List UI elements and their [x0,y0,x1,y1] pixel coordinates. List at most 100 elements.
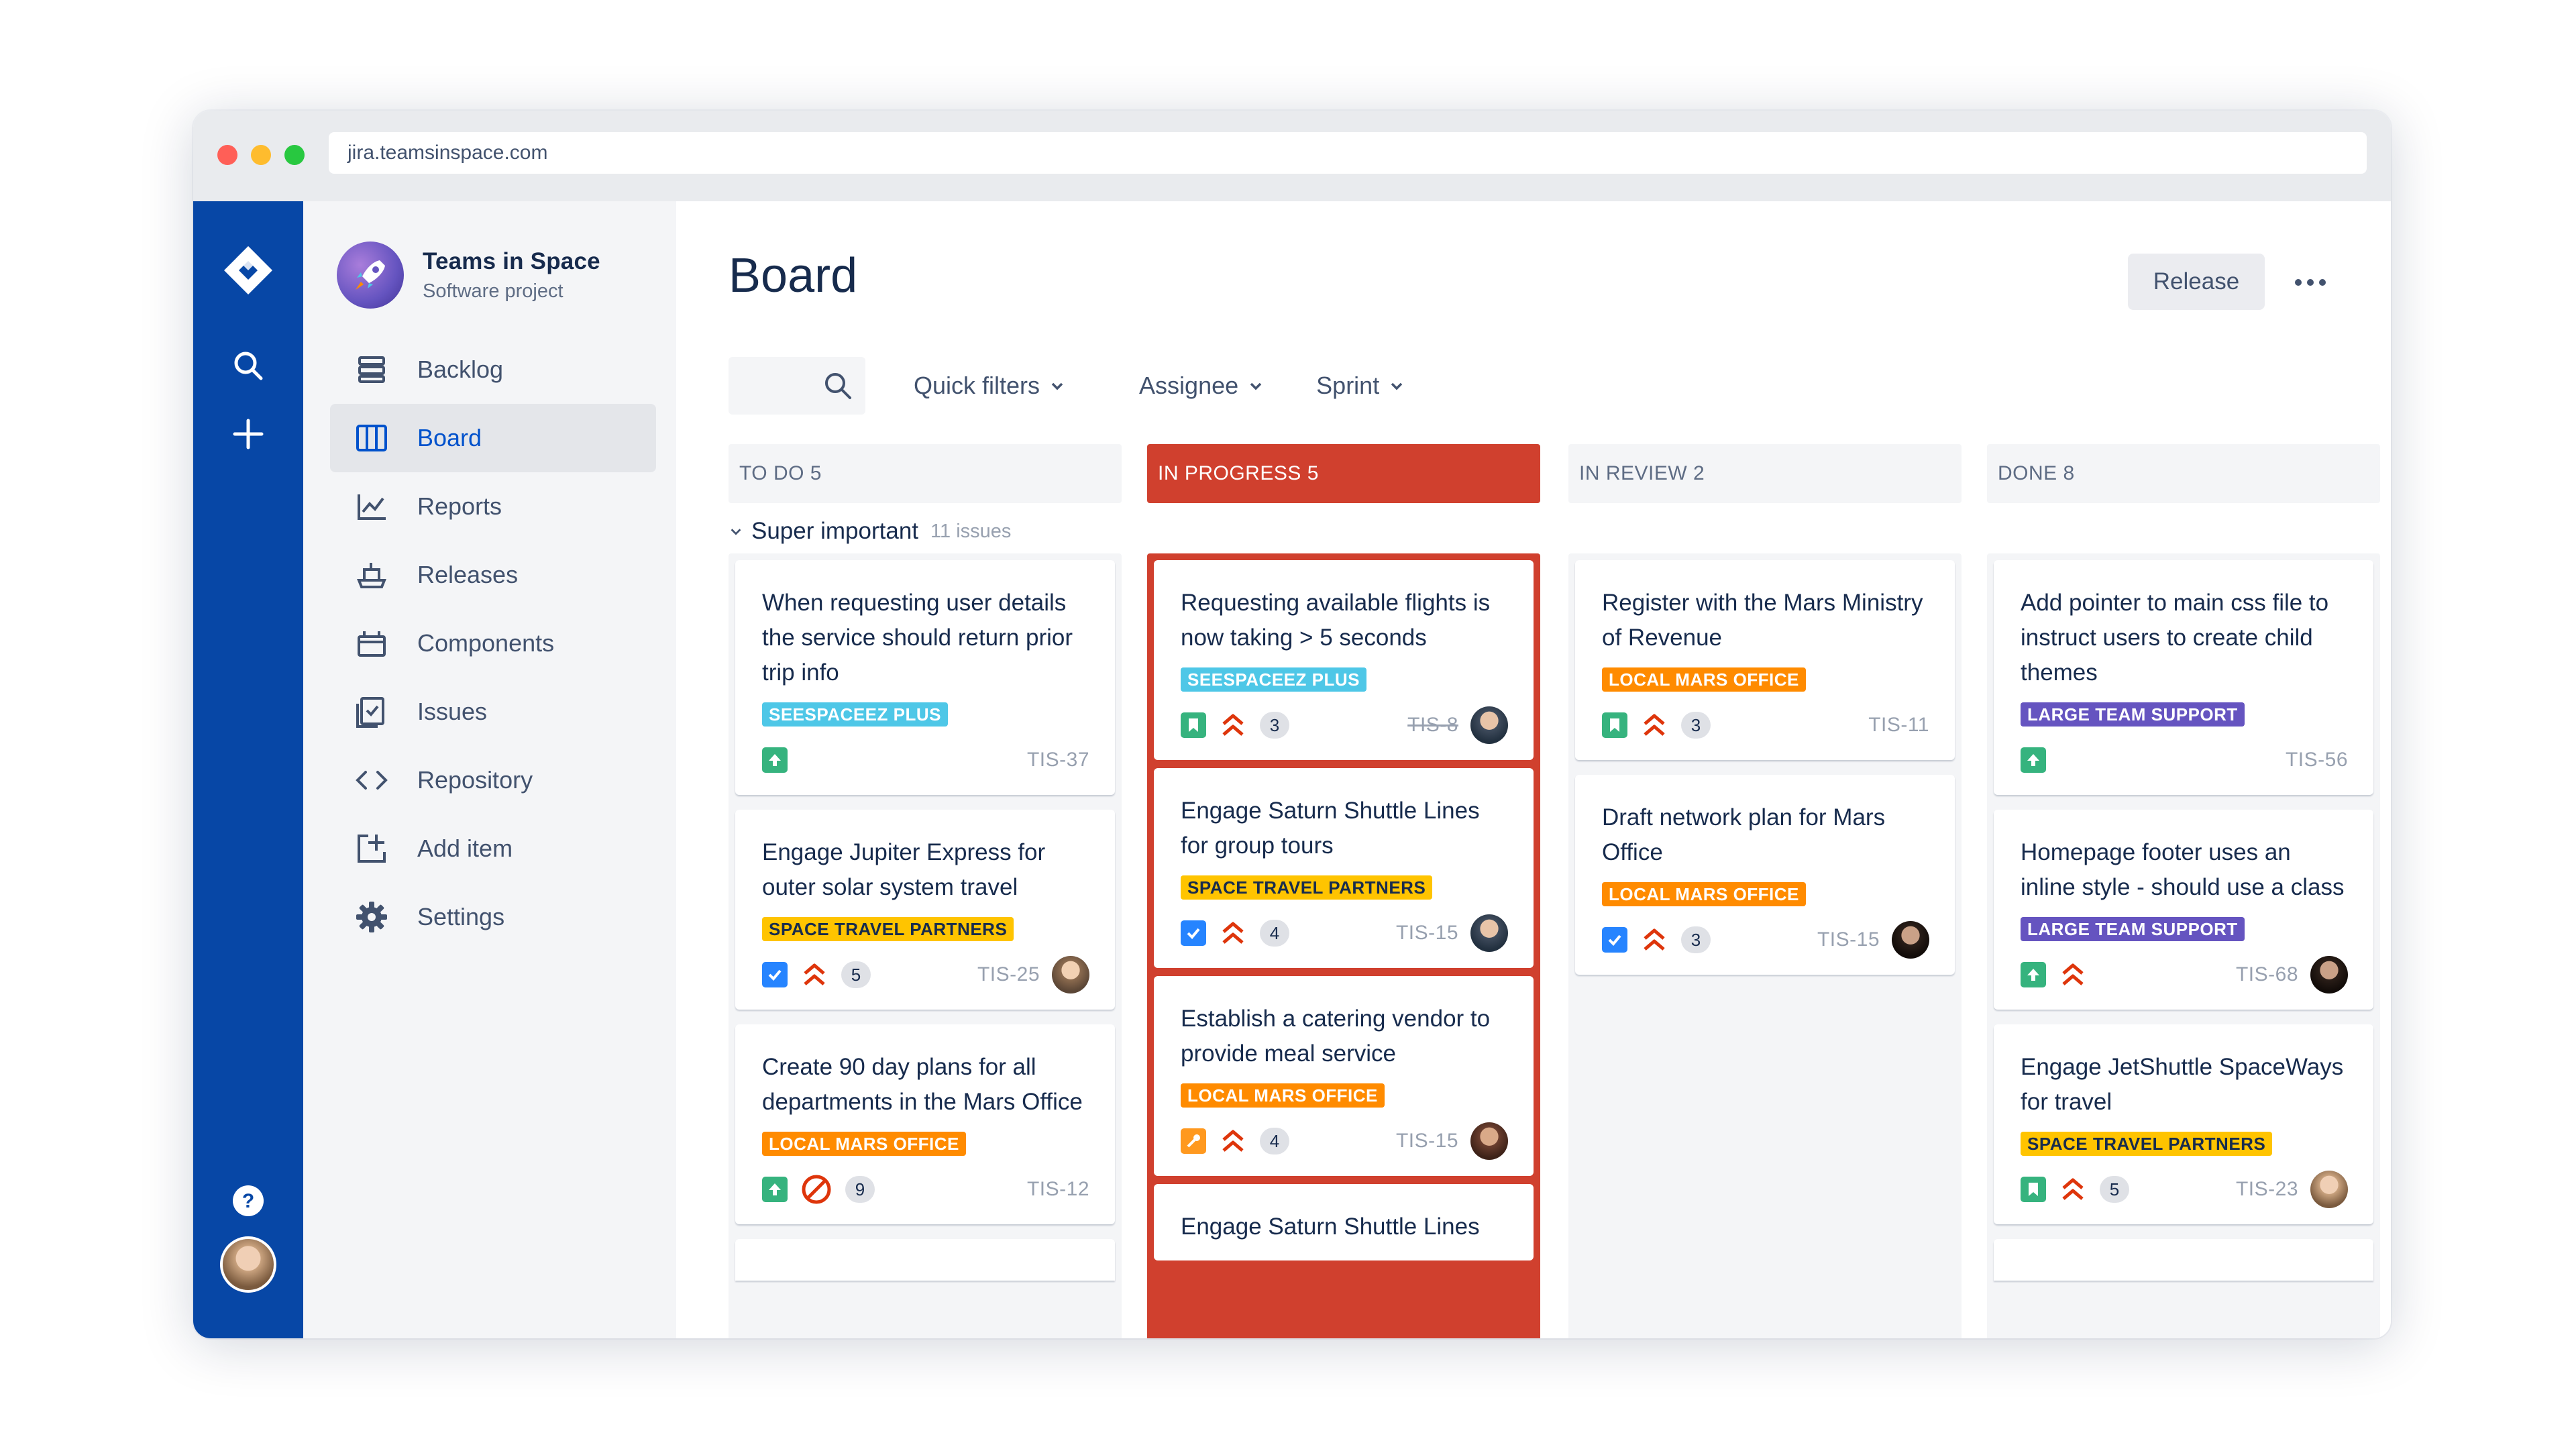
sidebar-item-label: Backlog [417,356,504,383]
sidebar-item-label: Components [417,629,555,657]
project-header[interactable]: Teams in Space Software project [337,241,600,309]
assignee-avatar[interactable] [1470,706,1508,744]
sidebar-item-board[interactable]: Board [330,404,656,472]
epic-label: SPACE TRAVEL PARTNERS [1181,875,1433,900]
assignee-dropdown[interactable]: Assignee [1139,372,1264,400]
quick-filters-label: Quick filters [914,372,1040,399]
minimize-window-button[interactable] [251,145,271,165]
assignee-avatar[interactable] [1052,956,1089,994]
more-options-icon[interactable] [2286,266,2334,299]
story-points-badge: 5 [841,961,871,988]
chevron-down-icon [1051,382,1063,390]
story-points-badge: 3 [1260,712,1289,739]
project-type: Software project [423,280,564,302]
issue-card[interactable] [1994,1239,2373,1281]
column-header-done: DONE 8 [1987,444,2380,503]
sidebar-item-add-item[interactable]: Add item [330,814,656,883]
sidebar-item-repository[interactable]: Repository [330,746,656,814]
issue-key[interactable]: TIS-15 [1817,928,1880,951]
issue-card[interactable]: When requesting user details the service… [735,560,1115,795]
issue-key[interactable]: TIS-11 [1868,714,1929,736]
issue-card[interactable]: Engage Saturn Shuttle Lines for group to… [1154,768,1534,968]
card-title: When requesting user details the service… [762,590,1073,686]
assignee-avatar[interactable] [1892,921,1929,959]
user-avatar[interactable] [193,1234,303,1295]
issue-card[interactable]: Homepage footer uses an inline style - s… [1994,810,2373,1010]
issues-icon [353,693,390,731]
issue-key[interactable]: TIS-37 [1026,749,1089,771]
sidebar-item-settings[interactable]: Settings [330,883,656,951]
card-title: Engage Saturn Shuttle Lines [1181,1214,1480,1240]
issue-key[interactable]: TIS-25 [977,963,1040,985]
highest-priority-icon [2059,961,2086,988]
swimlane-header[interactable]: Super important 11 issues [729,518,1011,545]
task-checkbox-icon [1181,920,1206,946]
issue-card[interactable] [735,1239,1115,1281]
sidebar-item-components[interactable]: Components [330,609,656,678]
card-title: Engage JetShuttle SpaceWays for travel [2021,1054,2344,1115]
close-window-button[interactable] [217,145,237,165]
sidebar-item-label: Add item [417,835,513,862]
bookmark-icon [1602,712,1627,738]
releases-icon [353,556,390,594]
issue-card[interactable]: Add pointer to main css file to instruct… [1994,560,2373,795]
issue-key[interactable]: TIS-15 [1395,1130,1458,1152]
story-points-badge: 3 [1681,712,1711,739]
sidebar-item-reports[interactable]: Reports [330,472,656,541]
sidebar-item-backlog[interactable]: Backlog [330,335,656,404]
issue-key[interactable]: TIS-68 [2235,963,2298,985]
assignee-avatar[interactable] [1470,1122,1508,1160]
assignee-avatar[interactable] [2310,1171,2348,1208]
url-bar[interactable]: jira.teamsinspace.com [329,132,2367,174]
issue-card[interactable]: Engage JetShuttle SpaceWays for travel S… [1994,1024,2373,1224]
issue-card[interactable]: Draft network plan for Mars Office LOCAL… [1575,775,1955,975]
assignee-label: Assignee [1139,372,1239,399]
maximize-window-button[interactable] [284,145,305,165]
issue-key[interactable]: TIS-8 [1407,714,1458,736]
epic-label: LOCAL MARS OFFICE [1602,882,1806,906]
assignee-avatar[interactable] [1470,914,1508,952]
column-done: Add pointer to main css file to instruct… [1987,553,2380,1338]
issue-card[interactable]: Establish a catering vendor to provide m… [1154,976,1534,1176]
bookmark-icon [2021,1177,2046,1202]
sidebar-item-issues[interactable]: Issues [330,678,656,746]
search-icon[interactable] [193,342,303,389]
sidebar-item-label: Reports [417,492,502,520]
issue-key[interactable]: TIS-23 [2235,1178,2298,1200]
release-button[interactable]: Release [2128,254,2265,310]
story-points-badge: 9 [845,1176,875,1203]
epic-label: SEESPACEEZ PLUS [1181,667,1366,692]
issue-key[interactable]: TIS-12 [1026,1178,1089,1200]
issue-card[interactable]: Requesting available flights is now taki… [1154,560,1534,760]
issue-key[interactable]: TIS-15 [1395,922,1458,944]
reports-icon [353,488,390,525]
chevron-down-icon [1250,382,1262,390]
backlog-icon [353,351,390,388]
issue-key[interactable]: TIS-56 [2285,749,2348,771]
issue-card[interactable]: Engage Jupiter Express for outer solar s… [735,810,1115,1010]
sidebar-item-releases[interactable]: Releases [330,541,656,609]
sprint-label: Sprint [1316,372,1380,399]
sidebar-item-label: Board [417,424,482,451]
sprint-dropdown[interactable]: Sprint [1316,372,1405,400]
jira-logo-icon[interactable] [193,240,303,301]
epic-label: LOCAL MARS OFFICE [762,1132,966,1156]
card-title: Engage Jupiter Express for outer solar s… [762,839,1046,900]
assignee-avatar[interactable] [2310,956,2348,994]
plus-icon[interactable] [193,411,303,458]
swimlane-count: 11 issues [930,520,1012,542]
highest-priority-icon [1641,926,1668,953]
board-search-input[interactable] [729,357,865,415]
improvement-icon [1181,1128,1206,1154]
svg-text:?: ? [242,1190,254,1212]
epic-label: LOCAL MARS OFFICE [1181,1083,1385,1108]
help-icon[interactable]: ? [193,1177,303,1224]
epic-label: LOCAL MARS OFFICE [1602,667,1806,692]
task-checkbox-icon [1602,927,1627,953]
issue-card[interactable]: Register with the Mars Ministry of Reven… [1575,560,1955,760]
components-icon [353,625,390,662]
issue-card[interactable]: Engage Saturn Shuttle Lines [1154,1184,1534,1260]
issue-card[interactable]: Create 90 day plans for all departments … [735,1024,1115,1224]
sidebar-nav: Backlog Board Reports Releases [330,335,656,951]
quick-filters-dropdown[interactable]: Quick filters [914,372,1065,400]
